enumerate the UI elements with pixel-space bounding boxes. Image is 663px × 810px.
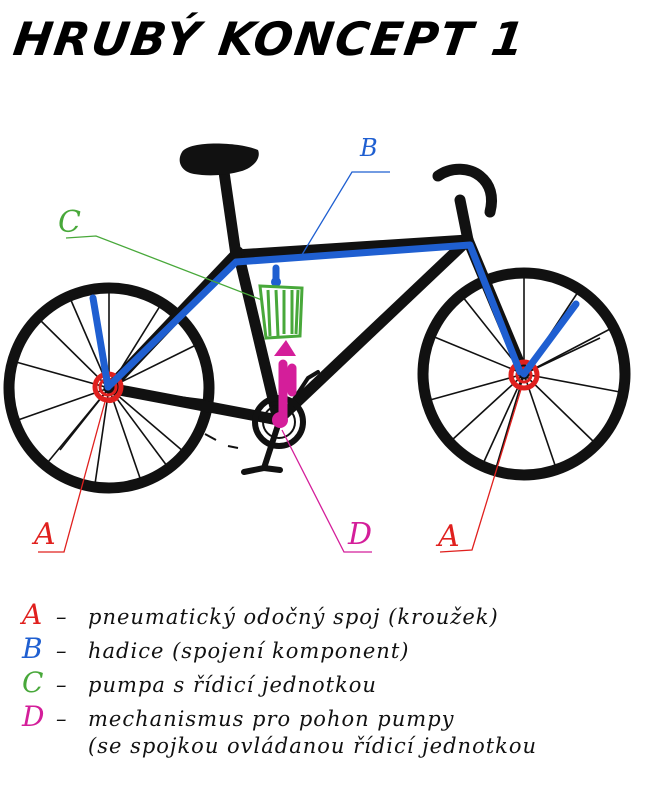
- hose-connector: [271, 277, 281, 287]
- legend-text: mechanismus pro pohon pumpy: [88, 707, 455, 731]
- leader-b: [299, 171, 390, 259]
- callout-a-left: A: [34, 517, 56, 552]
- pump: [258, 284, 304, 340]
- leader-c: [65, 235, 263, 301]
- legend-item-d-continuation: (se spojkou ovládanou řídicí jednotkou: [22, 734, 657, 768]
- legend-item-a: A – pneumatický odočný spoj (kroužek): [22, 598, 657, 632]
- legend-text: hadice (spojení komponent): [88, 639, 410, 663]
- leader-a-right: [439, 385, 523, 553]
- page-title: HRUBÝ KONCEPT 1: [10, 12, 530, 66]
- legend-item-d: D – mechanismus pro pohon pumpy: [22, 700, 657, 734]
- legend-key: C: [22, 666, 45, 699]
- callout-b: B: [360, 134, 378, 162]
- legend-text: pumpa s řídicí jednotkou: [88, 673, 377, 697]
- front-coupling: [508, 359, 540, 391]
- legend-key: D: [22, 700, 46, 733]
- legend-dash: –: [56, 707, 68, 731]
- legend-dash: –: [56, 673, 68, 697]
- callout-d: D: [348, 517, 373, 552]
- callout-a-right: A: [438, 519, 460, 554]
- hose: [89, 241, 580, 391]
- legend-dash: –: [56, 605, 68, 629]
- legend: A – pneumatický odočný spoj (kroužek) B …: [22, 598, 657, 768]
- legend-text: pneumatický odočný spoj (kroužek): [88, 605, 499, 629]
- callout-c: C: [58, 205, 81, 240]
- legend-text: (se spojkou ovládanou řídicí jednotkou: [88, 734, 538, 758]
- leader-d: [281, 429, 372, 553]
- legend-dash: –: [56, 639, 68, 663]
- legend-key: A: [22, 598, 44, 631]
- leader-a-left: [38, 397, 107, 553]
- leader-lines: [38, 171, 523, 553]
- legend-item-c: C – pumpa s řídicí jednotkou: [22, 666, 657, 700]
- handlebar: [432, 163, 498, 218]
- pump-mechanism: [272, 340, 297, 428]
- legend-key: B: [22, 632, 44, 665]
- seat: [179, 143, 259, 176]
- legend-item-b: B – hadice (spojení komponent): [22, 632, 657, 666]
